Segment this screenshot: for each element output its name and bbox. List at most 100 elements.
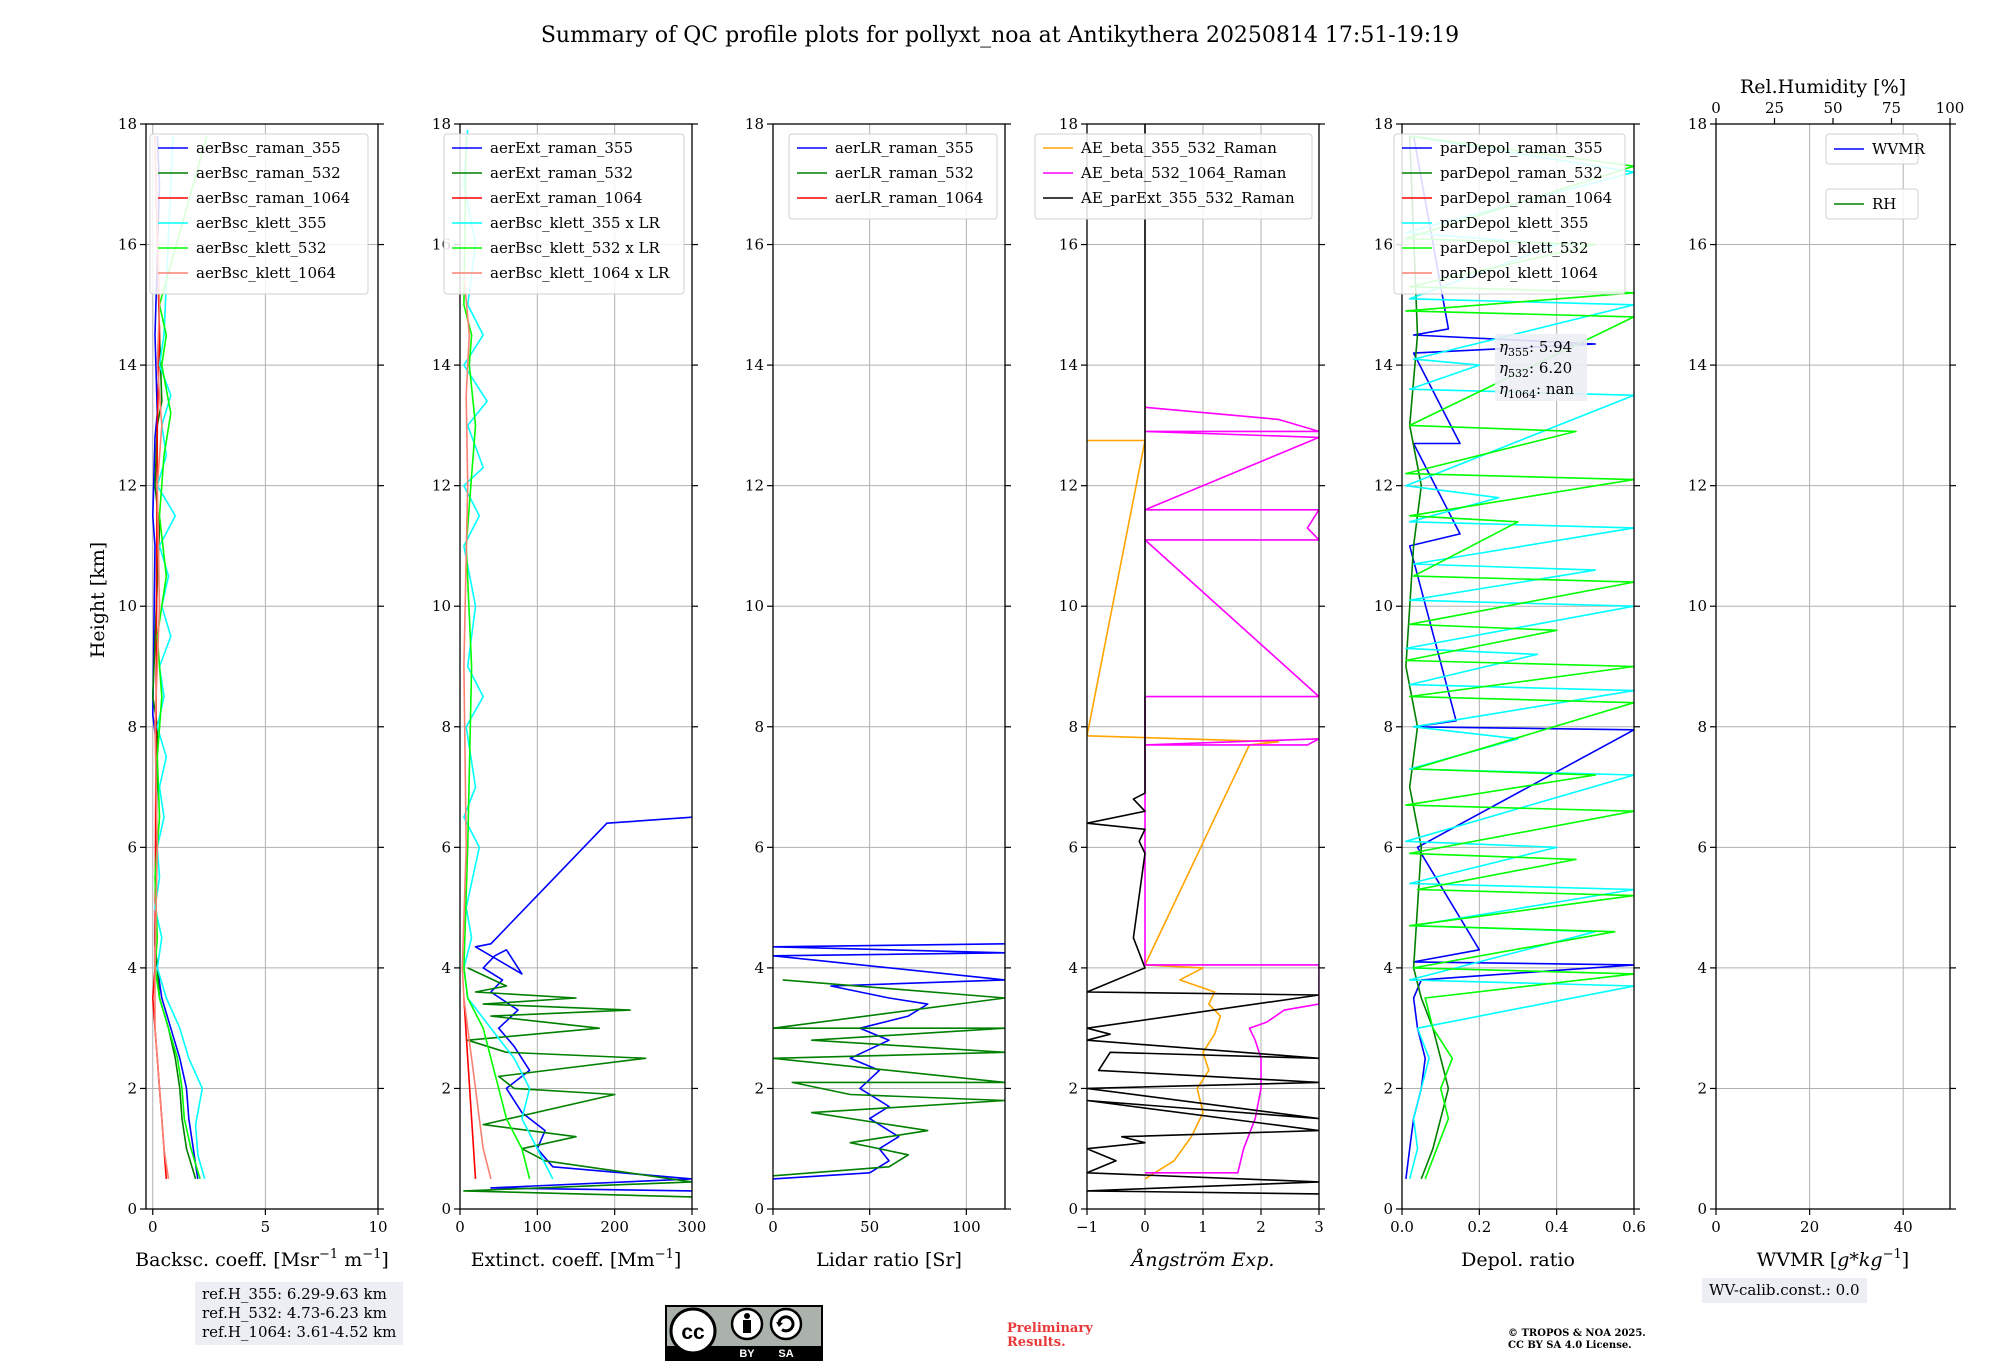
panel-1: 0 2 4 6 8 10 12 14 16 18 0 5 10 Backsc. coeff. [Msr−1… <box>118 115 389 1271</box>
panel-frame <box>459 123 693 1210</box>
series-line-aerLR_raman_355 <box>773 943 1005 1180</box>
y-tick-label: 16 <box>118 236 137 254</box>
x-tick-label: 100 <box>523 1218 552 1236</box>
series-line-parDepol_klett_532 <box>1405 135 1634 1180</box>
y-tick-label: 2 <box>127 1079 137 1097</box>
y-tick-label: 10 <box>1059 597 1078 615</box>
legend-entry: aerLR_raman_1064 <box>835 189 983 207</box>
legend-entry: parDepol_raman_355 <box>1440 139 1603 157</box>
y-tick-label: 4 <box>441 959 451 977</box>
y-tick-label: 12 <box>1688 477 1707 495</box>
series-line-aerBsc_klett_1064 <box>154 136 170 1180</box>
x-tick-label: 5 <box>261 1218 271 1236</box>
series-line-aerLR_raman_532 <box>773 979 1005 1177</box>
legend-entry: aerBsc_raman_1064 <box>196 189 350 207</box>
x-tick-label: 2 <box>1256 1218 1266 1236</box>
panel-3: 0 2 4 6 8 10 12 14 16 18 0 50 100 Lidar ratio [Sr] aer… <box>745 115 1011 1271</box>
panel-series <box>152 135 208 1180</box>
ref-height-532: ref.H_532: 4.73-6.23 km <box>202 1304 387 1322</box>
legend-box <box>1825 133 1919 165</box>
panel-ticks: 0 2 4 6 8 10 12 14 16 18 0 5 10 <box>118 115 388 1236</box>
x-tick-label: 0 <box>1140 1218 1150 1236</box>
y-tick-label: 8 <box>754 718 764 736</box>
y-tick-label: 6 <box>441 838 451 856</box>
share-alike-icon <box>769 1307 803 1341</box>
x-axis-label: Backsc. coeff. [Msr−1 m−1] <box>135 1247 389 1271</box>
badge-sa-label: SA <box>778 1348 793 1360</box>
legend-box <box>788 133 998 220</box>
x-axis-label: Ångström Exp. <box>1130 1249 1275 1271</box>
panel-grid <box>1086 123 1320 1210</box>
y-tick-label: 0 <box>1697 1200 1707 1218</box>
y-tick-label: 12 <box>1059 477 1078 495</box>
x-tick-label: 0.6 <box>1622 1218 1646 1236</box>
y-tick-label: 0 <box>441 1200 451 1218</box>
panel-series <box>773 943 1005 1180</box>
legend-box <box>149 133 369 295</box>
y-tick-label: 0 <box>1068 1200 1078 1218</box>
legend-entry: aerBsc_klett_1064 x LR <box>490 264 670 282</box>
x-tick-label: 0 <box>455 1218 465 1236</box>
y-tick-label: 6 <box>1383 838 1393 856</box>
legend: parDepol_raman_355 parDepol_raman_532 parD… <box>1393 133 1626 295</box>
y-tick-label: 2 <box>1697 1079 1707 1097</box>
legend-box <box>1034 133 1313 220</box>
panel-frame <box>1715 123 1951 1210</box>
reference-height-box: ref.H_355: 6.29-9.63 km ref.H_532: 4.73-… <box>195 1282 404 1345</box>
eta-annotation: η1064: nan <box>1499 380 1574 401</box>
top-x-tick-label: 100 <box>1936 99 1965 117</box>
y-tick-label: 8 <box>441 718 451 736</box>
y-tick-label: 16 <box>1374 236 1393 254</box>
panel-series <box>461 129 692 1198</box>
y-tick-label: 14 <box>1059 356 1078 374</box>
y-tick-label: 2 <box>754 1079 764 1097</box>
copyright-line-2: CC BY SA 4.0 License. <box>1508 1340 1632 1351</box>
y-tick-label: 6 <box>1068 838 1078 856</box>
y-tick-label: 8 <box>1383 718 1393 736</box>
y-tick-label: 4 <box>1383 959 1393 977</box>
y-tick-label: 18 <box>1059 115 1078 133</box>
x-axis-label: Lidar ratio [Sr] <box>816 1249 962 1271</box>
legend-entry: aerBsc_raman_355 <box>196 139 341 157</box>
legend-entry: aerExt_raman_355 <box>490 139 633 157</box>
panel-series <box>1405 135 1634 1180</box>
y-tick-label: 14 <box>745 356 764 374</box>
y-tick-label: 16 <box>1059 236 1078 254</box>
y-tick-label: 10 <box>118 597 137 615</box>
x-tick-label: 0 <box>768 1218 778 1236</box>
legend-entry: aerExt_raman_1064 <box>490 189 643 207</box>
series-line-aerBsc_klett_532 x LR <box>463 136 531 1180</box>
legend-entry: AE_parExt_355_532_Raman <box>1080 189 1295 207</box>
y-tick-label: 18 <box>1688 115 1707 133</box>
top-x-tick-label: 25 <box>1765 99 1784 117</box>
copyright-note: © TROPOS & NOA 2025. CC BY SA 4.0 Licens… <box>1508 1328 1646 1352</box>
legend-box <box>443 133 685 295</box>
y-tick-label: 2 <box>1068 1079 1078 1097</box>
figure-title: Summary of QC profile plots for pollyxt_… <box>541 23 1459 48</box>
legend-entry: parDepol_raman_1064 <box>1440 189 1612 207</box>
y-tick-label: 12 <box>1374 477 1393 495</box>
legend-entry: WVMR <box>1872 140 1926 158</box>
y-tick-label: 8 <box>1068 718 1078 736</box>
x-tick-label: −1 <box>1076 1218 1098 1236</box>
x-tick-label: 0 <box>1711 1218 1721 1236</box>
legend-entry: aerBsc_raman_532 <box>196 164 341 182</box>
panel-5: 0 2 4 6 8 10 12 14 16 18 0.0 0.2 0.4 0.6 Depol. ratio p… <box>1374 115 1646 1271</box>
y-tick-label: 14 <box>1688 356 1707 374</box>
legend-entry: parDepol_raman_532 <box>1440 164 1603 182</box>
x-tick-label: 1 <box>1198 1218 1208 1236</box>
panel-grid <box>1715 123 1950 1210</box>
top-x-tick-label: 0 <box>1711 99 1721 117</box>
cc-icon <box>669 1307 717 1355</box>
y-tick-label: 6 <box>127 838 137 856</box>
y-axis-label: Height [km] <box>87 542 109 658</box>
y-tick-label: 6 <box>754 838 764 856</box>
y-tick-label: 6 <box>1697 838 1707 856</box>
y-tick-label: 4 <box>1068 959 1078 977</box>
y-tick-label: 4 <box>1697 959 1707 977</box>
series-line-AE_beta_355_532_Raman <box>1087 439 1280 1180</box>
panel-ticks: 0 2 4 6 8 10 12 14 16 18 0 50 100 <box>745 115 1011 1236</box>
